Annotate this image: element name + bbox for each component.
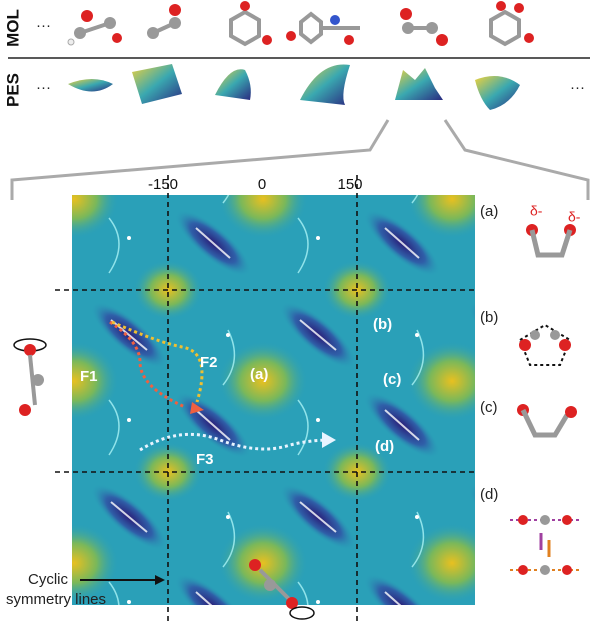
row-label: MOL (3, 9, 22, 47)
pes-thumbnail (215, 69, 251, 100)
molecule (67, 10, 122, 46)
charge: δ- (568, 209, 581, 225)
panel-label: (a) (480, 203, 498, 220)
molecule (229, 1, 272, 47)
connector (443, 119, 590, 200)
panel-label: (b) (480, 309, 498, 326)
annotation: Cyclic (28, 571, 68, 588)
molecule (147, 4, 181, 39)
ellipsis: ··· (570, 79, 585, 96)
map-label: (a) (250, 366, 268, 383)
pes-thumbnail (300, 64, 350, 105)
path-f3 (139, 432, 331, 452)
arrowhead (322, 432, 336, 448)
annotation: symmetry lines (6, 591, 106, 608)
map-label: (b) (373, 316, 392, 333)
map-label: (c) (383, 371, 401, 388)
molecule (13, 338, 47, 416)
molecule (517, 404, 577, 438)
panel-label: (c) (480, 399, 498, 416)
pes-thumbnail (395, 68, 443, 100)
molecule (510, 515, 580, 575)
molecule (518, 323, 572, 366)
path-label: F3 (196, 451, 214, 468)
axis-tick: -150 (148, 176, 178, 193)
molecule (249, 559, 315, 620)
pes-row (68, 64, 520, 110)
molecule-row (67, 1, 534, 47)
molecule (489, 1, 534, 47)
pes-thumbnail (475, 76, 520, 110)
ellipsis: ··· (36, 79, 51, 96)
charge: δ- (530, 203, 543, 219)
path-f1 (109, 320, 186, 409)
pes-thumbnail (68, 79, 113, 92)
connector (10, 119, 390, 200)
row-label: PES (3, 73, 22, 107)
pes-thumbnail (132, 64, 182, 104)
molecule (526, 224, 576, 258)
molecule (286, 11, 360, 45)
arrowhead (190, 402, 204, 414)
ellipsis: ··· (36, 17, 51, 34)
path-label: F2 (200, 354, 218, 371)
axis-tick: 0 (258, 176, 266, 193)
path-label: F1 (80, 368, 98, 385)
panel-label: (d) (480, 486, 498, 503)
map-label: (d) (375, 438, 394, 455)
molecule (400, 8, 448, 46)
axis-tick: 150 (337, 176, 362, 193)
path-f2 (111, 320, 204, 403)
pes-map (72, 195, 475, 605)
arrowhead (155, 575, 165, 585)
